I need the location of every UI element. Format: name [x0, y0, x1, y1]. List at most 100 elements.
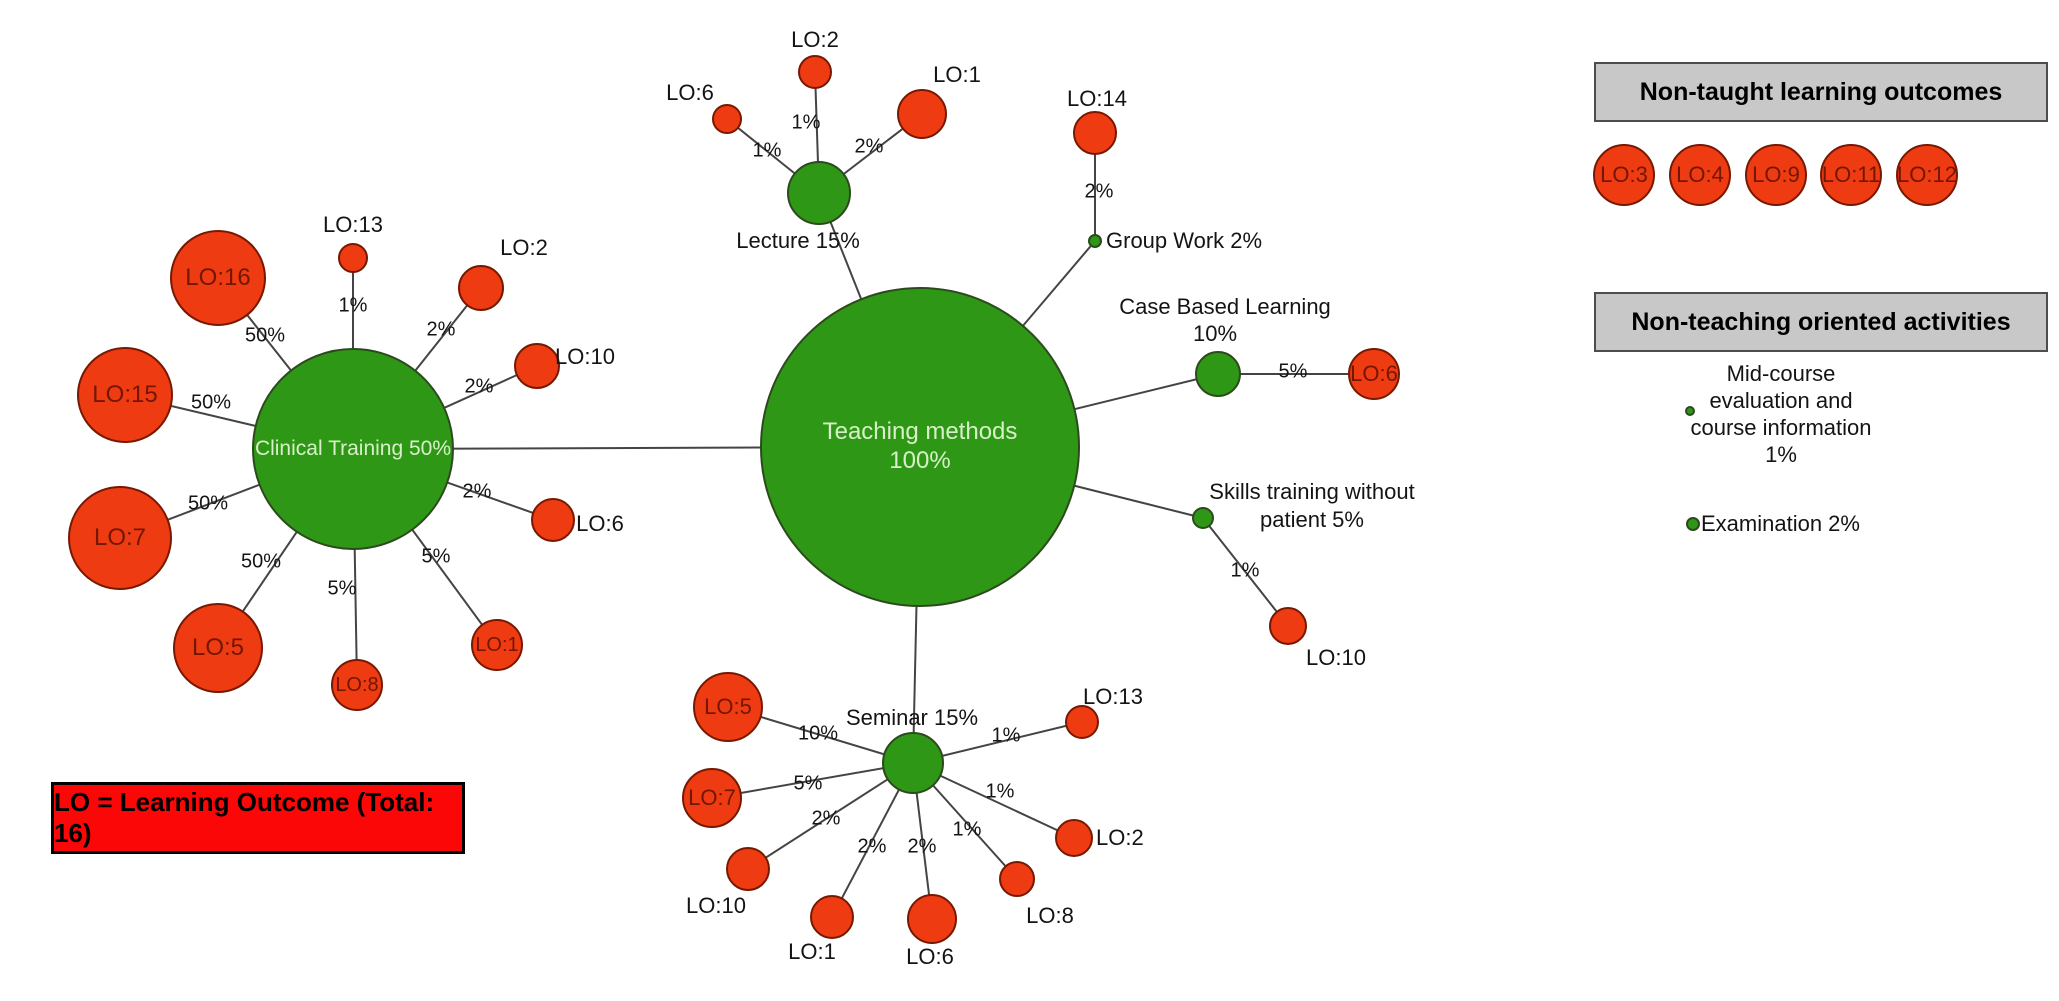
- text-label-9: Group Work 2%: [1106, 228, 1263, 253]
- node-c-lo7: LO:7: [68, 486, 172, 590]
- node-le-lo1: [897, 89, 947, 139]
- edge-percent-label-2: 2%: [426, 318, 456, 341]
- node-sk-lo10: [1269, 607, 1307, 645]
- text-label-1: LO:2: [500, 235, 548, 260]
- edge-percent-label-9: 5%: [421, 545, 451, 568]
- node-skills: [1192, 507, 1214, 529]
- text-label-25: 1%: [1765, 442, 1797, 467]
- edge-percent-label-20: 2%: [907, 835, 937, 858]
- node-nt-lo3: LO:3: [1593, 144, 1655, 206]
- node-seminar: [882, 732, 944, 794]
- node-s-lo7-label: LO:7: [688, 784, 736, 810]
- text-label-26: Examination 2%: [1701, 511, 1860, 536]
- legend-box: LO = Learning Outcome (Total: 16): [51, 782, 465, 854]
- edge-percent-label-1: 1%: [338, 294, 368, 317]
- text-label-19: LO:8: [1026, 903, 1074, 928]
- node-cbl: [1195, 351, 1241, 397]
- text-label-15: Seminar 15%: [845, 705, 979, 730]
- edge-percent-label-0: 50%: [244, 324, 286, 347]
- text-label-24: course information: [1690, 415, 1872, 440]
- node-c-lo5: LO:5: [173, 603, 263, 693]
- edge-percent-label-12: 2%: [854, 135, 884, 158]
- text-label-2: LO:10: [555, 344, 615, 369]
- node-teaching: Teaching methods 100%: [760, 287, 1080, 607]
- text-label-17: LO:1: [788, 939, 836, 964]
- node-nt-lo3-label: LO:3: [1600, 161, 1648, 187]
- text-label-8: LO:14: [1067, 86, 1127, 111]
- node-c-lo8: LO:8: [331, 659, 383, 711]
- edge-percent-label-10: 1%: [752, 139, 782, 162]
- node-nt-lo11: LO:11: [1820, 144, 1882, 206]
- edge-percent-label-7: 50%: [240, 550, 282, 573]
- edge-percent-label-3: 50%: [190, 391, 232, 414]
- text-label-20: LO:2: [1096, 825, 1144, 850]
- node-s-lo1: [810, 895, 854, 939]
- edge-percent-label-11: 1%: [791, 111, 821, 134]
- text-label-11: 10%: [1192, 321, 1238, 346]
- panel-header-non-teaching: Non-teaching oriented activities: [1594, 292, 2048, 352]
- panel-header-non-taught: Non-taught learning outcomes: [1594, 62, 2048, 122]
- node-c-lo15-label: LO:15: [92, 380, 158, 408]
- node-s-lo2: [1055, 819, 1093, 857]
- text-label-4: LO:6: [666, 80, 714, 105]
- node-c-lo16-label: LO:16: [185, 263, 251, 291]
- node-nt-lo4-label: LO:4: [1676, 161, 1724, 187]
- node-nt-lo9: LO:9: [1745, 144, 1807, 206]
- panel-title-non-teaching: Non-teaching oriented activities: [1631, 307, 2011, 336]
- text-label-23: evaluation and: [1709, 388, 1853, 413]
- node-c-lo13: [338, 243, 368, 273]
- node-c-lo2: [458, 265, 504, 311]
- panel-title-non-taught: Non-taught learning outcomes: [1639, 77, 2003, 106]
- node-teaching-label: Teaching methods: [822, 418, 1018, 446]
- edge-percent-label-8: 5%: [327, 577, 357, 600]
- edge-line-seminar-s-lo10: [747, 762, 914, 870]
- text-label-22: Mid-course: [1726, 361, 1836, 386]
- edge-percent-label-19: 2%: [857, 835, 887, 858]
- node-c-lo7-label: LO:7: [93, 523, 147, 551]
- node-nt-lo9-label: LO:9: [1752, 161, 1800, 187]
- node-c-lo15: LO:15: [77, 347, 173, 443]
- node-c-lo1-label: LO:1: [475, 634, 519, 656]
- node-c-lo8-label: LO:8: [335, 674, 379, 696]
- node-clinical: Clinical Training 50%: [252, 348, 454, 550]
- node-c-lo16: LO:16: [170, 230, 266, 326]
- edge-line-seminar-s-lo7: [711, 762, 914, 799]
- edge-line-skills-sk-lo10: [1202, 517, 1289, 627]
- node-exam-dot: [1686, 517, 1700, 531]
- edge-percent-label-21: 1%: [952, 818, 982, 841]
- node-cbl-lo6-label: LO:6: [1350, 360, 1398, 386]
- edge-percent-label-15: 1%: [1230, 559, 1260, 582]
- text-label-5: LO:2: [791, 27, 839, 52]
- text-label-12: Skills training without: [1209, 479, 1415, 504]
- text-label-3: LO:6: [576, 511, 624, 536]
- text-label-16: LO:10: [686, 893, 746, 918]
- node-gw-lo14: [1073, 111, 1117, 155]
- node-s-lo6: [907, 894, 957, 944]
- node-nt-lo11-label: LO:11: [1821, 161, 1881, 187]
- edge-percent-label-4: 2%: [464, 375, 494, 398]
- edge-percent-label-6: 2%: [462, 480, 492, 503]
- node-clinical-label: Clinical Training 50%: [254, 437, 452, 461]
- node-s-lo8: [999, 861, 1035, 897]
- text-label-14: LO:10: [1306, 645, 1366, 670]
- node-groupwork: [1088, 234, 1102, 248]
- text-label-7: Lecture 15%: [736, 228, 860, 253]
- edge-percent-label-13: 2%: [1084, 180, 1114, 203]
- edge-percent-label-17: 5%: [793, 772, 823, 795]
- node-c-lo1: LO:1: [471, 619, 523, 671]
- node-s-lo5: LO:5: [693, 672, 763, 742]
- edge-percent-label-18: 2%: [811, 807, 841, 830]
- text-label-10: Case Based Learning: [1119, 294, 1331, 319]
- node-nt-lo4: LO:4: [1669, 144, 1731, 206]
- text-label-21: LO:13: [1083, 684, 1143, 709]
- node-s-lo13: [1065, 705, 1099, 739]
- node-s-lo5-label: LO:5: [704, 693, 752, 719]
- node-mid-dot: [1685, 406, 1695, 416]
- node-nt-lo12-label: LO:12: [1897, 161, 1957, 187]
- text-label-13: patient 5%: [1260, 507, 1364, 532]
- node-cbl-lo6: LO:6: [1348, 348, 1400, 400]
- node-s-lo7: LO:7: [682, 768, 742, 828]
- edge-percent-label-5: 50%: [187, 492, 229, 515]
- edge-percent-label-22: 1%: [985, 780, 1015, 803]
